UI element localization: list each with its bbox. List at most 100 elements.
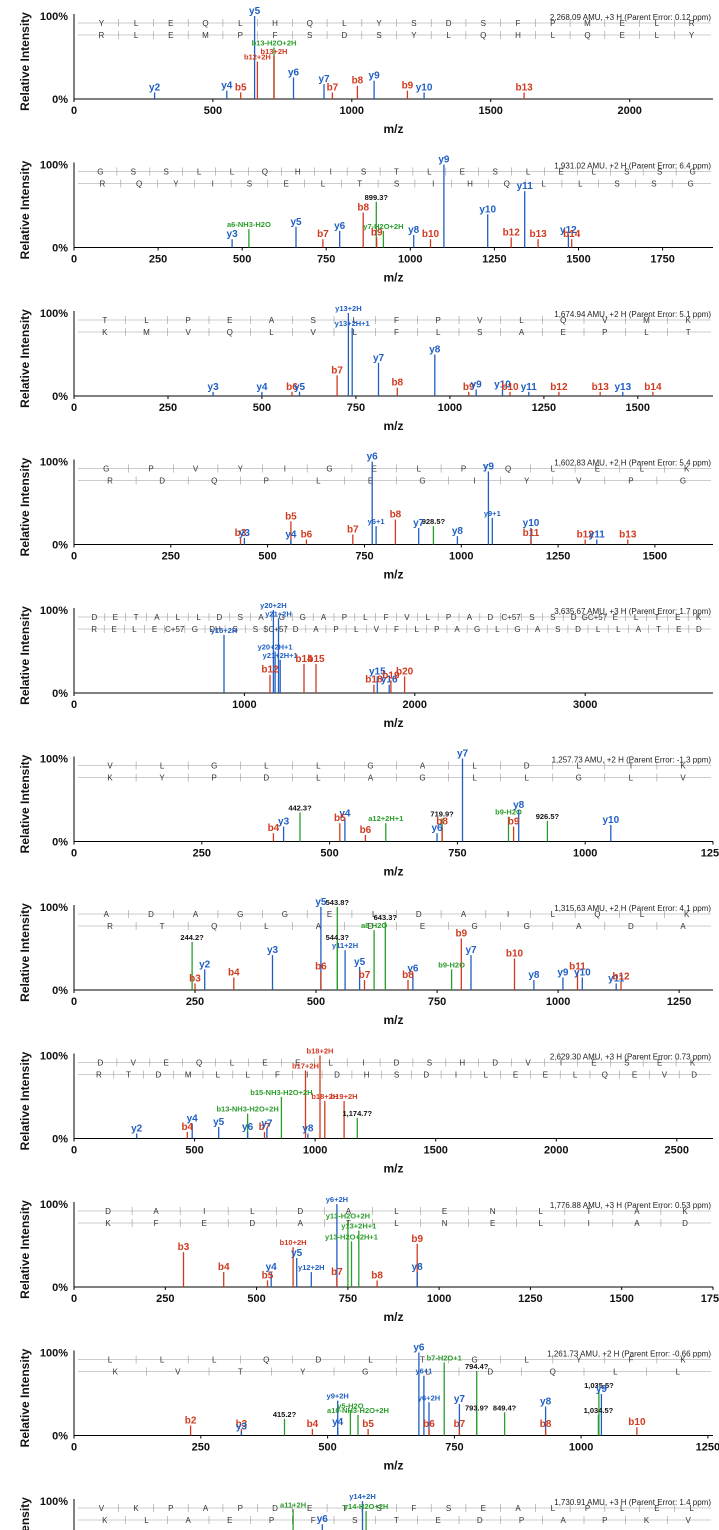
x-tick-label: 500 [204, 105, 222, 117]
sequence-residue: L [526, 168, 531, 177]
sequence-residue: D [571, 613, 577, 622]
sequence-residue: D [368, 922, 374, 931]
sequence-residue: I [560, 1059, 562, 1068]
sequence-residue: K [690, 1059, 696, 1068]
sequence-residue: P [212, 774, 217, 783]
y-axis-label: Relative Intensity [18, 1348, 32, 1447]
sequence-residue: E [227, 316, 232, 325]
sequence-residue: D [316, 1356, 322, 1365]
sequence-residue: P [602, 1516, 607, 1525]
ion-label: 244.2? [180, 933, 204, 942]
ion-label: b5 [262, 1270, 274, 1281]
ion-label: y6 [334, 221, 346, 232]
sequence-residue: M [584, 19, 591, 28]
ion-label: b11 [523, 528, 540, 539]
ion-label: b12 [550, 382, 568, 393]
x-tick-label: 750 [339, 1293, 357, 1305]
y-axis-label: Relative Intensity [18, 160, 32, 259]
ion-label: y4 [256, 382, 268, 393]
sequence-residue: F [273, 31, 278, 40]
ion-label: y13+2H [335, 304, 361, 313]
y-tick-label: 0% [52, 94, 68, 106]
sequence-residue: L [519, 316, 524, 325]
ion-label: b4 [307, 1419, 319, 1430]
ion-label: y5 [213, 1117, 225, 1128]
sequence-residue: P [461, 465, 466, 474]
x-axis-label: m/z [383, 865, 403, 879]
ion-label: b9 [402, 81, 414, 92]
ion-label: 442.3? [288, 804, 312, 813]
ion-label: y11+2H [332, 941, 358, 950]
ion-label: y9 [471, 379, 483, 390]
sequence-residue: V [99, 1504, 105, 1513]
sequence-residue: Y [173, 180, 179, 189]
sequence-residue: L [578, 180, 583, 189]
sequence-residue: E [164, 1059, 169, 1068]
ion-label: y3 [278, 817, 290, 828]
ion-label: y4 [266, 1262, 278, 1273]
ion-label: b12 [503, 228, 521, 239]
sequence-residue: E [558, 168, 563, 177]
x-tick-label: 750 [448, 848, 466, 860]
x-tick-label: 1000 [398, 254, 422, 266]
sequence-residue: C+57 [165, 625, 185, 634]
ion-label: y7-H2O+2H [363, 222, 403, 231]
sequence-residue: D [159, 477, 165, 486]
ion-label: y12+2H [298, 1263, 324, 1272]
ion-label: b6 [423, 1419, 435, 1430]
sequence-residue: F [275, 1071, 280, 1080]
x-tick-label: 1750 [701, 1293, 719, 1305]
sequence-residue: S [233, 625, 238, 634]
ion-label: y20+2H+1 [258, 643, 293, 652]
ion-label: y6+1 [415, 1367, 432, 1376]
x-tick-label: 1250 [546, 551, 570, 563]
sequence-residue: L [655, 31, 660, 40]
sequence-residue: F [394, 316, 399, 325]
sequence-residue: I [362, 1059, 364, 1068]
ion-label: y8 [302, 1124, 314, 1135]
sequence-residue: M [185, 1071, 192, 1080]
sequence-residue: K [680, 762, 686, 771]
sequence-residue: Q [504, 180, 510, 189]
x-tick-label: 500 [253, 402, 271, 414]
sequence-residue: L [394, 1219, 399, 1228]
x-tick-label: 1500 [478, 105, 502, 117]
ion-label: 415.2? [273, 1410, 297, 1419]
sequence-residue: L [634, 613, 639, 622]
sequence-residue: D [334, 1071, 340, 1080]
sequence-residue: L [640, 465, 645, 474]
ion-label: y10 [574, 968, 591, 979]
ion-label: b5 [235, 82, 247, 93]
sequence-residue: I [284, 465, 286, 474]
ion-label: y12 [560, 225, 577, 236]
y-tick-label: 100% [40, 1496, 68, 1508]
ion-label: y7 [261, 1119, 273, 1130]
ion-label: b10 [501, 382, 519, 393]
sequence-residue: L [629, 774, 634, 783]
x-tick-label: 250 [159, 402, 177, 414]
sequence-residue: H [295, 168, 301, 177]
sequence-residue: N [490, 1207, 496, 1216]
sequence-residue: S [394, 180, 399, 189]
ion-label: b5 [362, 1419, 374, 1430]
spectrum-panel: Relative Intensity 100%0%Y L E Q L H Q L Y S D S F P M E… [18, 6, 713, 136]
sequence-residue: L [316, 477, 321, 486]
spectrum-panel: Relative Intensity 100%0%D V E Q L E E L I D S H D V I E… [18, 1047, 713, 1176]
sequence-residue: L [212, 1356, 217, 1365]
sequence-residue: A [269, 316, 275, 325]
sequence-residue: V [662, 1071, 668, 1080]
y-tick-label: 0% [52, 1134, 68, 1146]
sequence-residue: S [477, 328, 482, 337]
x-tick-label: 1000 [438, 402, 462, 414]
ion-label: y8 [412, 1262, 424, 1273]
ion-label: b11 [569, 962, 586, 973]
sequence-residue: V [311, 328, 317, 337]
sequence-residue: A [313, 625, 319, 634]
precursor-header: 2,268.09 AMU, +3 H (Parent Error: 0.12 p… [550, 13, 712, 22]
sequence-residue: L [551, 31, 556, 40]
sequence-residue: A [561, 1516, 567, 1525]
precursor-header: 1,674.94 AMU, +2 H (Parent Error: 5.1 pp… [554, 310, 711, 319]
sequence-residue: S [376, 31, 381, 40]
sequence-residue: A [634, 1219, 640, 1228]
sequence-residue: L [573, 1071, 578, 1080]
